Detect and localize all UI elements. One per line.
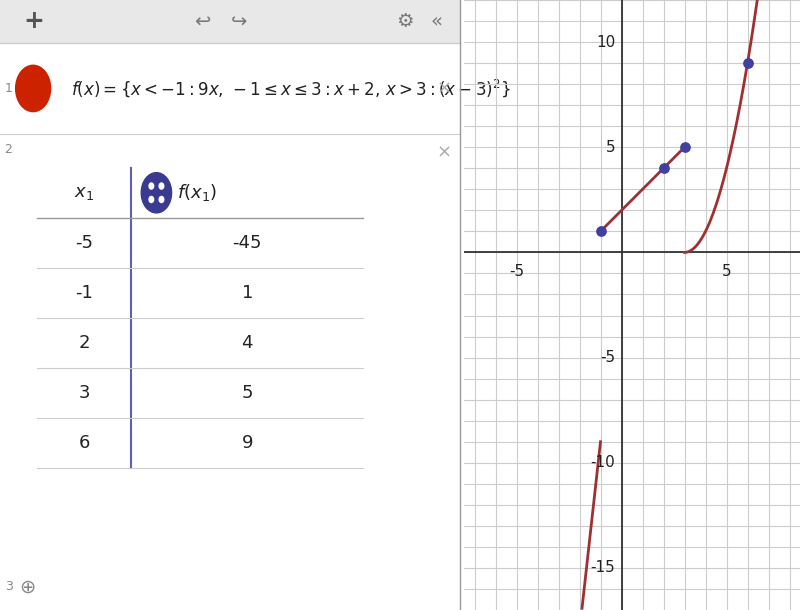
Text: 5: 5 [722,264,731,279]
Circle shape [159,196,164,203]
Text: ×: × [436,79,451,98]
Text: -5: -5 [75,234,93,252]
Text: 5: 5 [242,384,253,402]
Text: ↩: ↩ [194,12,210,31]
Text: 1: 1 [5,82,13,95]
FancyBboxPatch shape [0,0,460,43]
Circle shape [149,196,154,203]
Text: 5: 5 [606,140,615,155]
Text: $x_1$: $x_1$ [74,184,94,202]
Text: 3: 3 [5,580,13,594]
Text: -10: -10 [590,455,615,470]
Text: $f(x) = \{x<-1{:}9x,\,-1\leq x\leq3{:}x+2,\,x>3{:}(x-3)^2\}$: $f(x) = \{x<-1{:}9x,\,-1\leq x\leq3{:}x+… [71,77,511,99]
Text: ⚙: ⚙ [396,12,414,31]
Text: -15: -15 [590,561,615,575]
Circle shape [159,183,164,189]
Text: -5: -5 [509,264,524,279]
Text: -1: -1 [75,284,93,302]
Text: ×: × [436,143,451,162]
Text: -5: -5 [600,350,615,365]
Text: ⊕: ⊕ [19,577,36,597]
Text: ↪: ↪ [231,12,247,31]
Text: 2: 2 [78,334,90,352]
Text: $f(x_1)$: $f(x_1)$ [177,182,217,203]
Text: -45: -45 [233,234,262,252]
Point [594,226,607,236]
Text: «: « [431,12,443,31]
Text: 6: 6 [78,434,90,452]
Text: 9: 9 [242,434,253,452]
Text: 10: 10 [596,35,615,49]
Text: +: + [23,9,44,34]
Text: 4: 4 [242,334,253,352]
Circle shape [142,173,171,213]
FancyBboxPatch shape [0,43,460,134]
Text: 3: 3 [78,384,90,402]
Text: 1: 1 [242,284,253,302]
Text: 2: 2 [5,143,13,156]
Point [741,58,754,68]
Circle shape [16,65,50,112]
Point [678,142,691,152]
Point [657,163,670,173]
Circle shape [149,183,154,189]
